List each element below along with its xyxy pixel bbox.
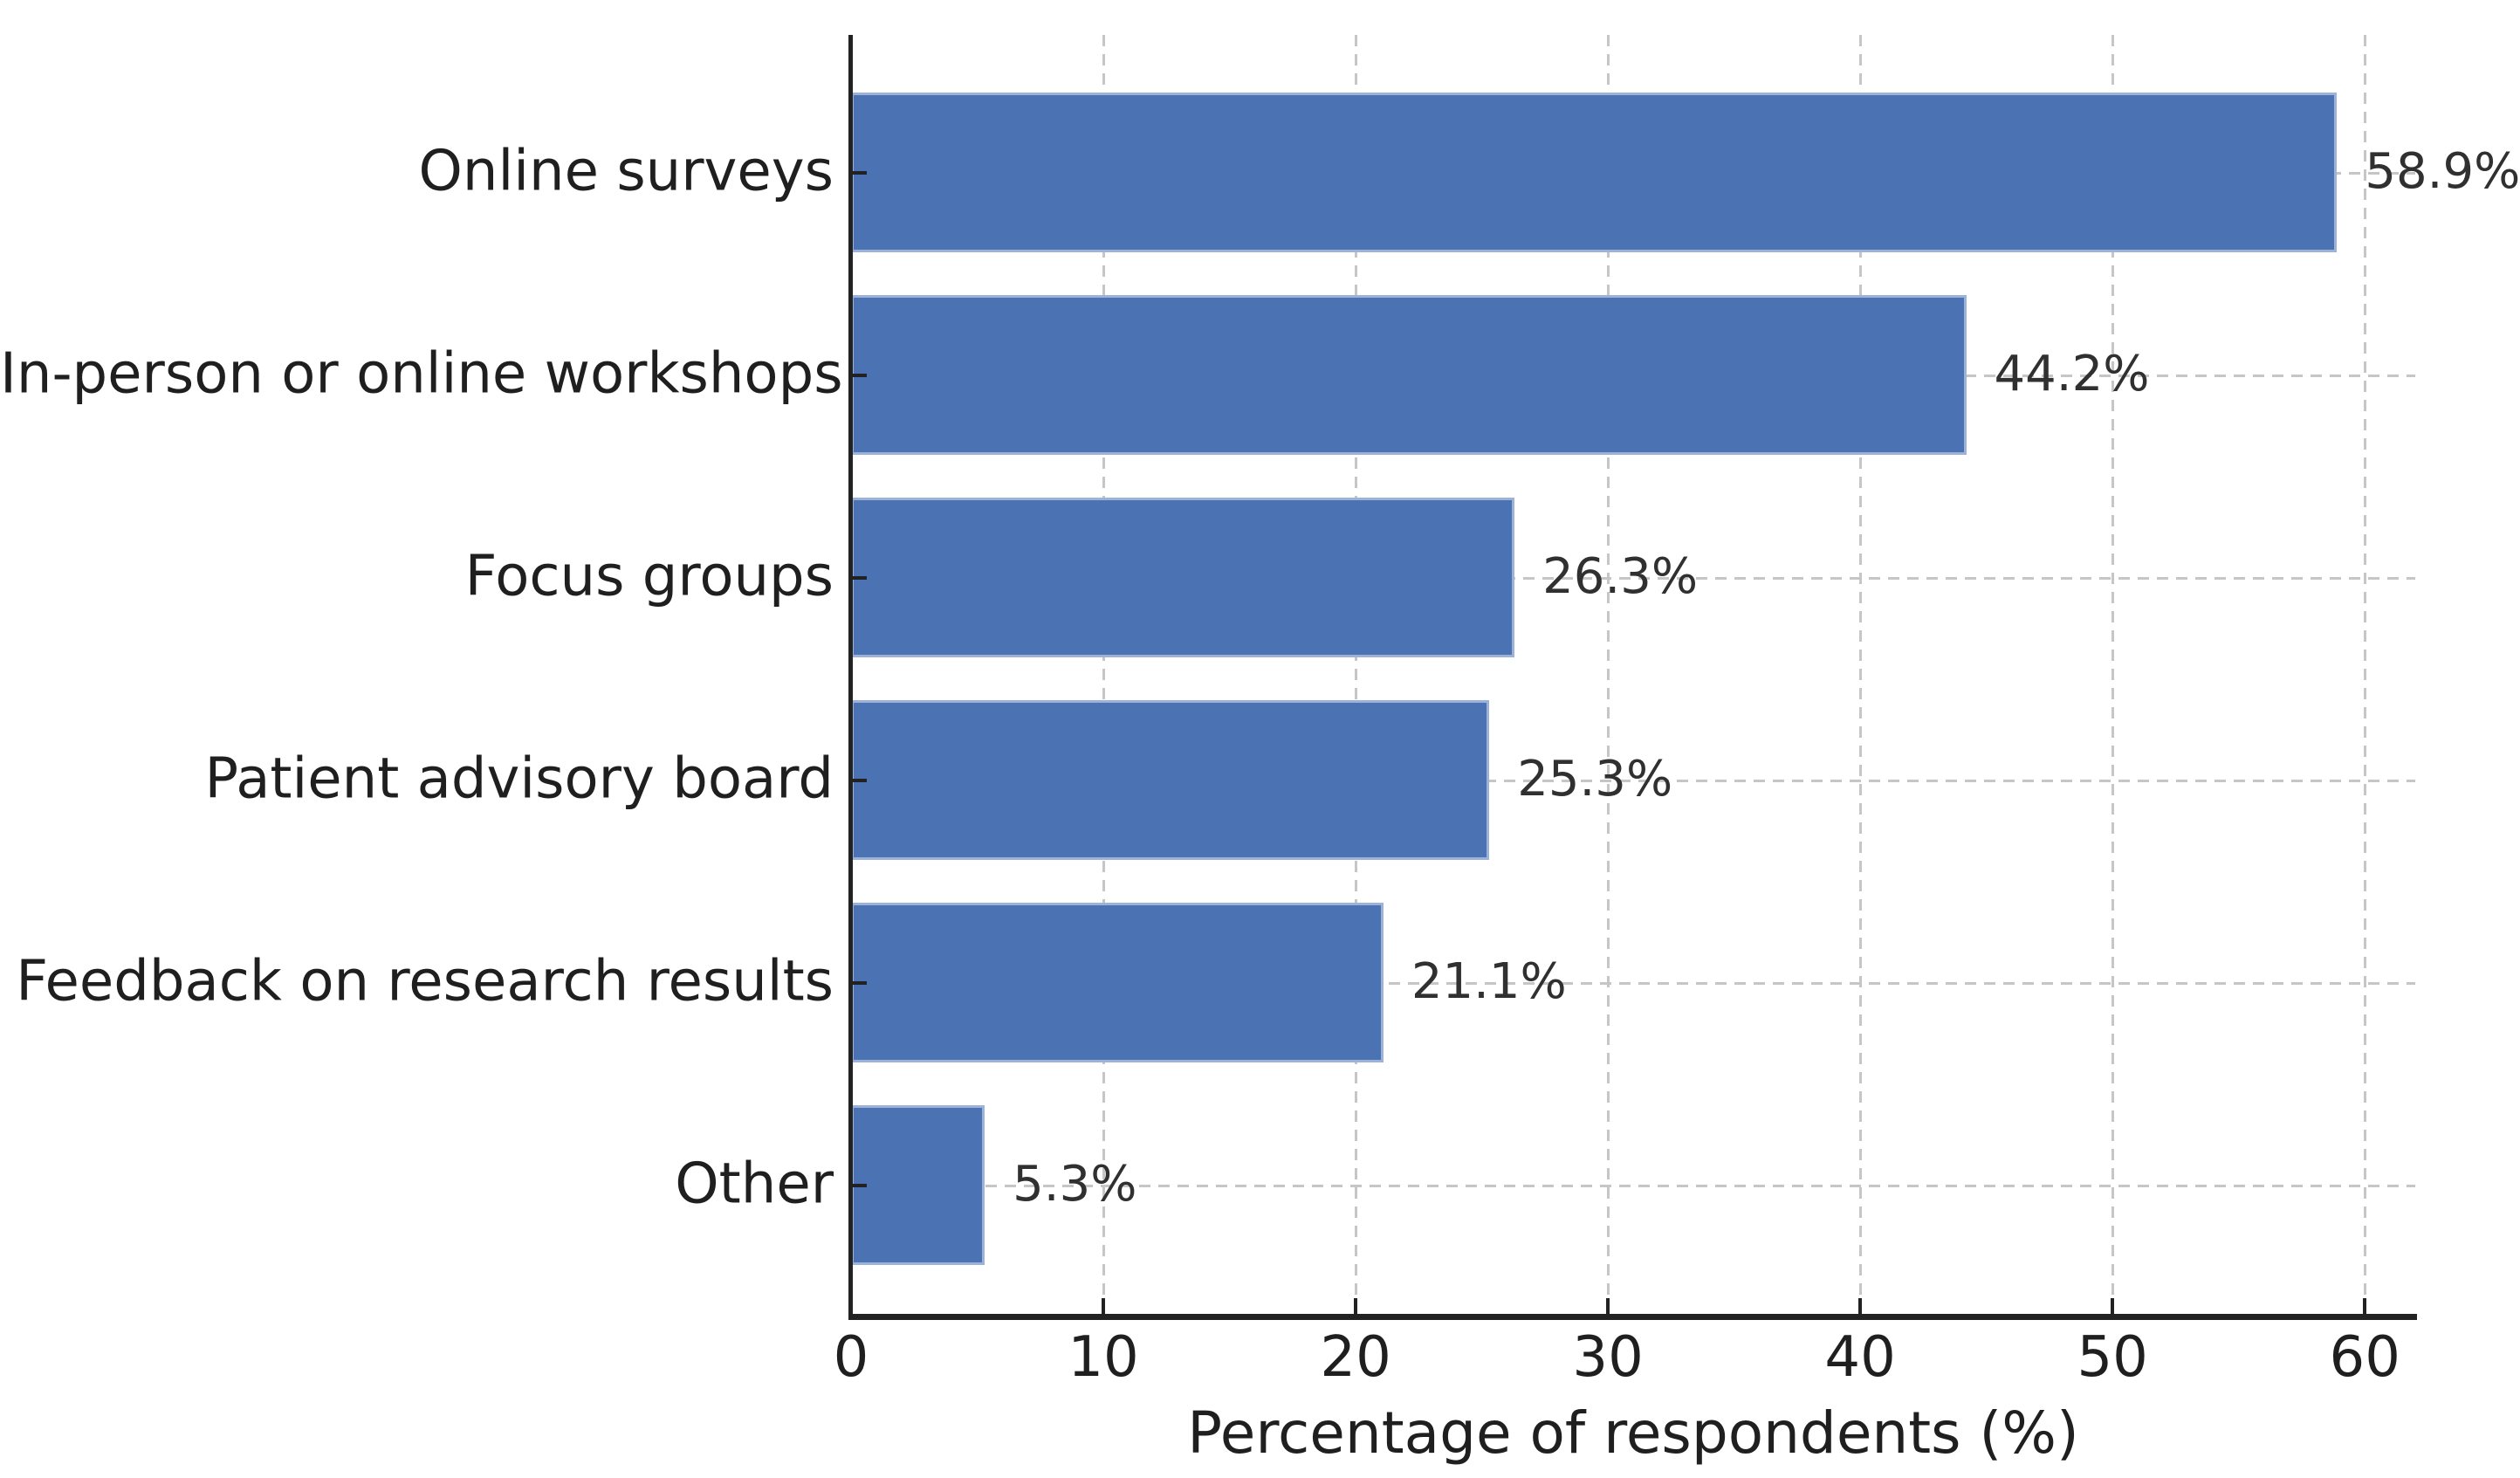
bar-value-label: 26.3%: [1542, 547, 1699, 605]
x-tick-label: 20: [1320, 1325, 1391, 1390]
x-tick: [1354, 1298, 1358, 1314]
x-tick: [1606, 1298, 1610, 1314]
gridline-vertical: [1607, 35, 1610, 1314]
x-tick: [2111, 1298, 2115, 1314]
bar: [851, 93, 2338, 252]
gridline-horizontal: [851, 576, 2415, 580]
x-tick-label: 0: [833, 1325, 869, 1390]
category-label: Other: [675, 1151, 834, 1217]
x-tick: [2363, 1298, 2367, 1314]
gridline-horizontal: [851, 1184, 2415, 1187]
x-tick-label: 60: [2329, 1325, 2400, 1390]
x-tick: [1102, 1298, 1106, 1314]
bar-value-label: 44.2%: [1994, 345, 2150, 402]
category-label: In-person or online workshops: [0, 341, 843, 407]
category-label: Patient advisory board: [204, 746, 834, 812]
x-axis-spine: [848, 1314, 2417, 1320]
x-tick-label: 30: [1572, 1325, 1644, 1390]
x-tick: [849, 1298, 853, 1314]
y-tick: [851, 980, 867, 985]
gridline-vertical: [1859, 35, 1863, 1314]
plot-area: [849, 35, 2415, 1314]
bar: [851, 700, 1490, 860]
category-label: Feedback on research results: [16, 949, 834, 1014]
gridline-vertical: [2111, 35, 2115, 1314]
bar: [851, 903, 1384, 1062]
gridline-vertical: [1355, 35, 1358, 1314]
y-tick: [851, 575, 867, 580]
x-tick-label: 10: [1068, 1325, 1139, 1390]
category-label: Online surveys: [418, 139, 834, 204]
y-axis-spine: [848, 35, 853, 1320]
x-axis-label: Percentage of respondents (%): [1187, 1399, 2079, 1467]
x-tick-label: 50: [2077, 1325, 2148, 1390]
y-tick: [851, 373, 867, 377]
bar-value-label: 5.3%: [1013, 1155, 1137, 1213]
y-tick: [851, 1183, 867, 1187]
bar: [851, 1105, 985, 1265]
category-label: Focus groups: [464, 544, 834, 609]
gridline-horizontal: [851, 981, 2415, 985]
bar-value-label: 58.9%: [2365, 142, 2520, 200]
x-tick: [1858, 1298, 1863, 1314]
bar: [851, 295, 1967, 455]
bar: [851, 498, 1515, 657]
y-tick: [851, 170, 867, 175]
bar-value-label: 21.1%: [1411, 952, 1567, 1010]
y-tick: [851, 778, 867, 782]
gridline-vertical: [1102, 35, 1106, 1314]
bar-value-label: 25.3%: [1517, 750, 1673, 808]
gridline-vertical: [2364, 35, 2367, 1314]
gridline-horizontal: [851, 779, 2415, 782]
x-tick-label: 40: [1824, 1325, 1896, 1390]
